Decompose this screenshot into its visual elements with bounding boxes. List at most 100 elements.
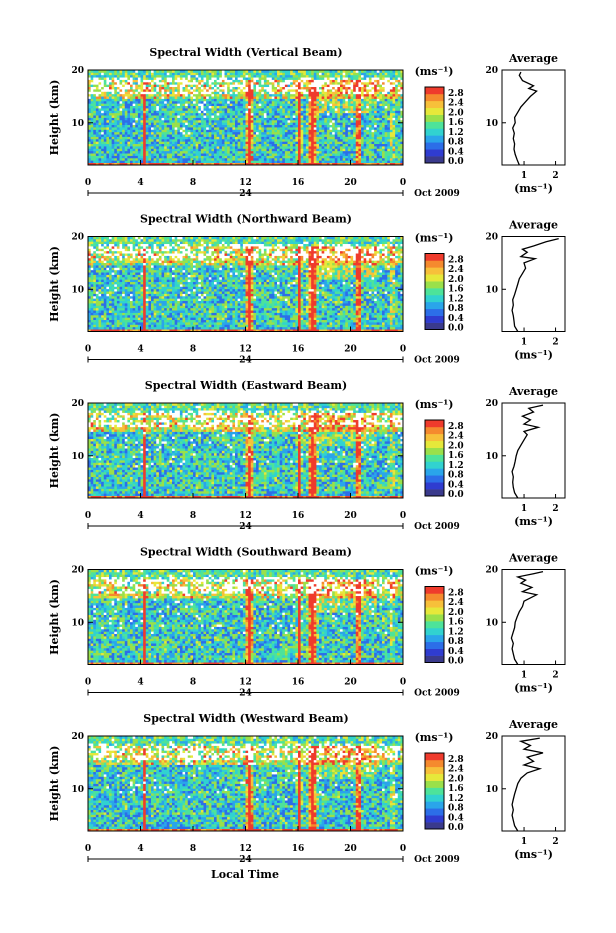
heatmap-cell	[327, 96, 330, 99]
heatmap-cell	[222, 134, 225, 137]
heatmap-cell	[146, 151, 149, 154]
heatmap-cell	[345, 108, 348, 111]
heatmap-cell	[246, 148, 249, 151]
heatmap-cell	[193, 82, 196, 85]
heatmap-cell	[340, 91, 343, 94]
heatmap-cell	[290, 106, 293, 109]
heatmap-cell	[198, 146, 201, 149]
heatmap-cell	[91, 148, 94, 151]
heatmap-cell	[324, 84, 327, 87]
heatmap-cell	[379, 146, 382, 149]
heatmap-cell	[327, 122, 330, 125]
heatmap-cell	[340, 108, 343, 111]
heatmap-cell	[104, 122, 107, 125]
heatmap-cell	[114, 103, 117, 106]
heatmap-cell	[277, 96, 280, 99]
heatmap-cell	[204, 101, 207, 104]
heatmap-cell	[306, 110, 309, 113]
heatmap-cell	[335, 146, 338, 149]
heatmap-cell	[225, 148, 228, 151]
heatmap-cell	[398, 77, 401, 80]
heatmap-cell	[387, 110, 390, 113]
heatmap-cell	[358, 148, 361, 151]
heatmap-cell	[259, 122, 262, 125]
heatmap-cell	[293, 91, 296, 94]
heatmap-cell	[387, 89, 390, 92]
heatmap-cell	[196, 110, 199, 113]
heatmap-cell	[356, 148, 359, 151]
heatmap-cell	[135, 148, 138, 151]
heatmap-cell	[356, 120, 359, 123]
heatmap-cell	[395, 118, 398, 121]
heatmap-cell	[343, 72, 346, 75]
heatmap-cell	[382, 139, 385, 142]
heatmap-cell	[183, 110, 186, 113]
heatmap-cell	[198, 125, 201, 128]
heatmap-cell	[267, 89, 270, 92]
heatmap-cell	[164, 139, 167, 142]
heatmap-cell	[272, 120, 275, 123]
heatmap-cell	[298, 91, 301, 94]
heatmap-cell	[385, 99, 388, 102]
heatmap-cell	[280, 148, 283, 151]
heatmap-cell	[125, 122, 128, 125]
heatmap-cell	[159, 96, 162, 99]
heatmap-cell	[382, 91, 385, 94]
heatmap-cell	[114, 101, 117, 104]
heatmap-cell	[117, 160, 120, 163]
heatmap-cell	[117, 146, 120, 149]
heatmap-cell	[222, 153, 225, 156]
heatmap-cell	[240, 118, 243, 121]
heatmap-cell	[330, 137, 333, 140]
heatmap-cell	[393, 156, 396, 159]
heatmap-cell	[345, 115, 348, 118]
heatmap-cell	[120, 75, 123, 78]
heatmap-cell	[295, 122, 298, 125]
heatmap-cell	[335, 120, 338, 123]
heatmap-cell	[193, 144, 196, 147]
heatmap-cell	[327, 87, 330, 90]
heatmap-cell	[106, 80, 109, 83]
heatmap-cell	[146, 91, 149, 94]
heatmap-cell	[159, 113, 162, 116]
heatmap-cell	[93, 139, 96, 142]
heatmap-cell	[146, 103, 149, 106]
heatmap-cell	[306, 158, 309, 161]
heatmap-cell	[293, 158, 296, 161]
heatmap-cell	[143, 118, 146, 121]
heatmap-cell	[382, 160, 385, 163]
heatmap-cell	[204, 139, 207, 142]
heatmap-cell	[277, 108, 280, 111]
heatmap-cell	[188, 110, 191, 113]
heatmap-cell	[311, 103, 314, 106]
heatmap-cell	[222, 148, 225, 151]
heatmap-cell	[209, 137, 212, 140]
heatmap-cell	[175, 137, 178, 140]
heatmap-cell	[101, 103, 104, 106]
heatmap-cell	[316, 72, 319, 75]
heatmap-cell	[332, 101, 335, 104]
heatmap-cell	[240, 115, 243, 118]
heatmap-cell	[146, 160, 149, 163]
heatmap-cell	[398, 158, 401, 161]
heatmap-cell	[232, 153, 235, 156]
heatmap-cell	[385, 89, 388, 92]
heatmap-cell	[369, 153, 372, 156]
heatmap-cell	[101, 127, 104, 130]
heatmap-cell	[316, 75, 319, 78]
heatmap-cell	[120, 132, 123, 135]
heatmap-cell	[298, 72, 301, 75]
heatmap-cell	[353, 87, 356, 90]
heatmap-cell	[322, 148, 325, 151]
heatmap-cell	[314, 106, 317, 109]
heatmap-cell	[253, 103, 256, 106]
heatmap-cell	[99, 113, 102, 116]
heatmap-cell	[164, 160, 167, 163]
heatmap-cell	[248, 103, 251, 106]
heatmap-cell	[151, 77, 154, 80]
heatmap-cell	[311, 127, 314, 130]
heatmap-cell	[91, 134, 94, 137]
heatmap-cell	[154, 80, 157, 83]
heatmap-cell	[177, 125, 180, 128]
heatmap-cell	[358, 91, 361, 94]
